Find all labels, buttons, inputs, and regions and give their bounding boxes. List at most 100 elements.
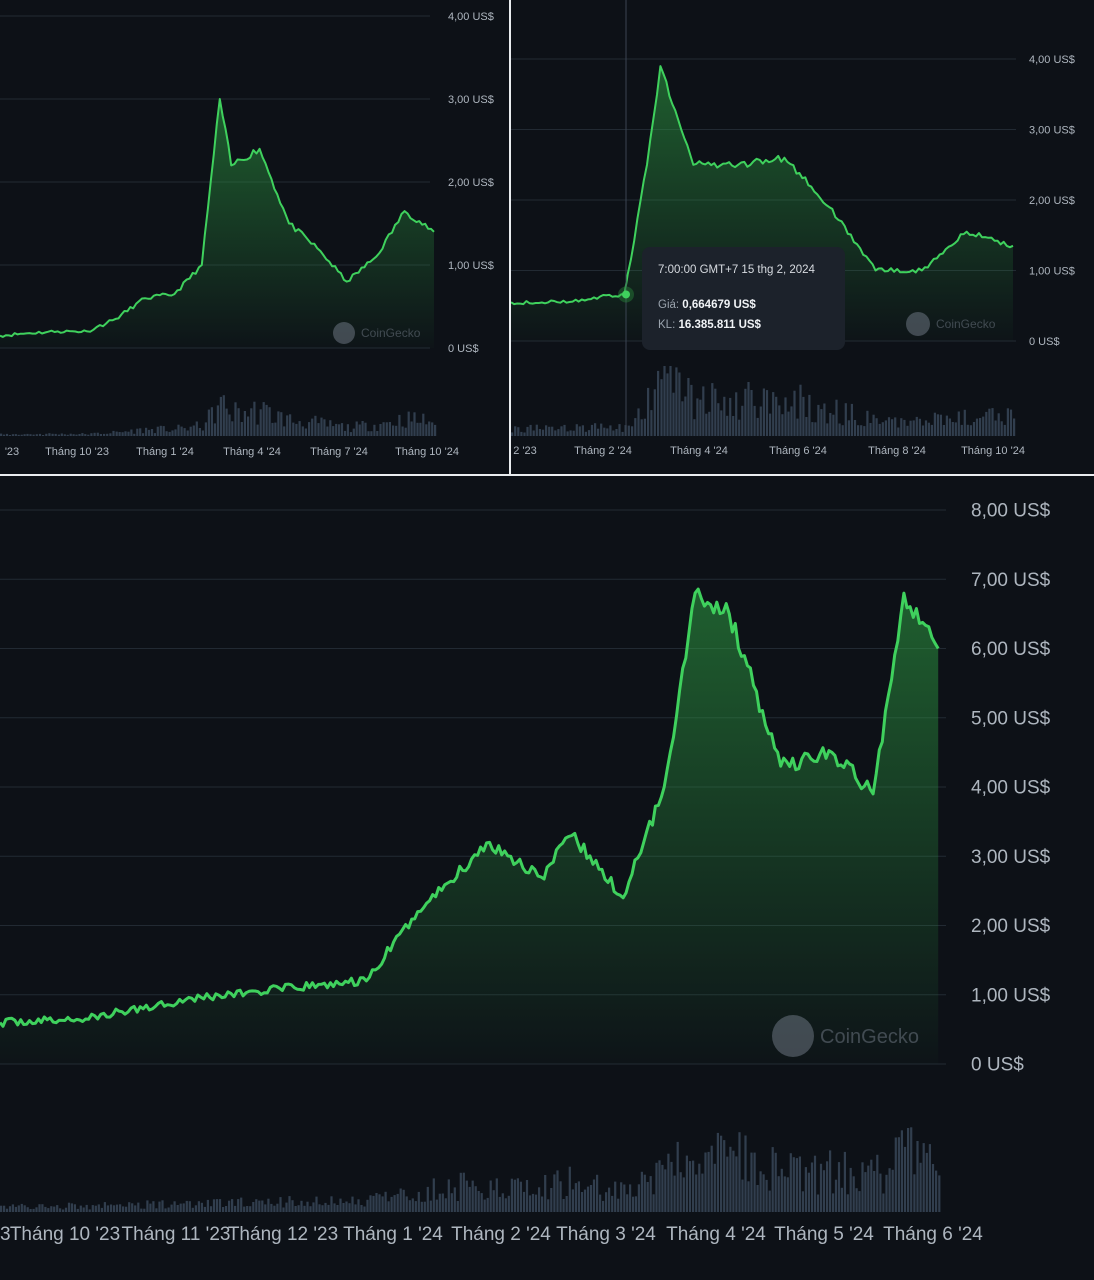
y-tick-label: 3,00 US$ [1029,124,1075,136]
volume-bar [545,425,548,436]
volume-bar [401,426,404,436]
volume-bar [906,425,909,436]
volume-bar [516,1178,519,1212]
coingecko-logo-icon [333,322,355,344]
volume-bar [705,413,708,436]
volume-bar [96,432,99,436]
volume-bar [410,421,413,436]
volume-bar [808,394,811,436]
x-tick-label: Tháng 11 '23 [122,1224,231,1245]
volume-bar [26,1207,29,1212]
volume-bar [554,430,557,436]
volume-bar [79,1205,82,1212]
volume-bar [565,1196,568,1212]
volume-bar [314,415,317,436]
coingecko-watermark: CoinGecko [333,322,421,344]
chart-panel-1[interactable]: 0 US$ 1,00 US$ 2,00 US$ 3,00 US$ 4,00 US$ '23… [0,0,509,474]
volume-bar [390,1196,393,1212]
chart-3[interactable]: 0 US$ 1,00 US$ 2,00 US$ 3,00 US$ 4,00 US$ 5,0… [0,476,1094,1280]
volume-bar [945,415,948,436]
volume-bar [948,418,951,436]
volume-bar [3,1205,6,1212]
volume-bar [519,1181,522,1212]
volume-bar [420,1201,423,1212]
volume-bar [596,1174,599,1212]
chart-2[interactable]: 0 US$ 1,00 US$ 2,00 US$ 3,00 US$ 4,00 US$ 2 '… [511,0,1094,474]
volume-bar [335,423,338,436]
volume-bar [781,414,784,436]
volume-bar [612,430,615,436]
volume-bar [198,428,201,436]
volume-bar [538,429,541,436]
volume-bar [228,1200,231,1212]
volume-bar [702,386,705,436]
volume-bar [259,409,262,436]
volume-bar [26,433,29,436]
y-tick-label: 0 US$ [448,343,479,355]
volume-bar [315,1196,318,1212]
volume-bar [762,1174,765,1212]
price-area [511,66,1013,341]
volume-bar [864,1172,867,1212]
volume-bar [73,1204,76,1212]
volume-bar [985,411,988,436]
volume-bar [850,403,853,436]
volume-bar [575,424,578,436]
chart-1[interactable]: 0 US$ 1,00 US$ 2,00 US$ 3,00 US$ 4,00 US$ '23… [0,0,509,474]
volume-bar [597,428,600,436]
volume-bar [94,1205,97,1212]
volume-bar [711,383,714,436]
volume-bar [571,1189,574,1212]
volume-bar [922,1143,925,1212]
volume-bar [860,425,863,436]
volume-bar [486,1197,489,1212]
chart-panel-2[interactable]: 0 US$ 1,00 US$ 2,00 US$ 3,00 US$ 4,00 US$ 2 '… [511,0,1094,474]
volume-bar [23,434,26,436]
volume-bar [306,1201,309,1212]
volume-bar [729,397,732,436]
volume-bar [844,403,847,436]
volume-bar [829,1150,832,1212]
volume-bar [919,1162,922,1212]
volume-bar [846,1194,849,1212]
volume-bar [720,1135,723,1212]
volume-bar [696,398,699,436]
volume-bar [249,1206,252,1212]
volume-bar [676,1141,679,1212]
price-area [0,99,434,348]
volume-bar [23,1205,26,1212]
volume-bar [647,387,650,436]
volume-bar [367,431,370,436]
volume-bar [975,418,979,436]
volume-bar [811,422,814,436]
volume-bar [330,1196,333,1212]
volume-bar [670,1161,673,1212]
volume-bar [887,417,891,436]
volume-bar [182,1203,185,1212]
volume-bar [903,419,906,436]
volume-bar [35,434,38,436]
volume-bar [801,1191,804,1212]
volume-bar [247,416,250,436]
volume-bar [729,1146,732,1212]
volume-bar [405,1196,408,1212]
volume-bar [444,1198,447,1212]
volume-bar [925,1152,928,1212]
volume-bar [103,1202,106,1212]
volume-bar [56,1205,59,1212]
volume-bar [517,427,520,436]
volume-bar [67,1202,71,1212]
volume-bar [81,433,84,436]
volume-bar [165,431,168,436]
volume-bar [661,1164,664,1212]
price-area [0,589,939,1064]
volume-bar [589,1185,593,1212]
volume-bar [826,423,829,436]
volume-bar [771,1147,774,1212]
volume-bar [298,421,301,436]
volume-bar [261,1200,264,1212]
chart-panel-3[interactable]: 0 US$ 1,00 US$ 2,00 US$ 3,00 US$ 4,00 US$ 5,0… [0,476,1094,1280]
volume-bar [826,1161,829,1212]
volume-bar [532,430,535,436]
volume-bar [326,426,329,436]
